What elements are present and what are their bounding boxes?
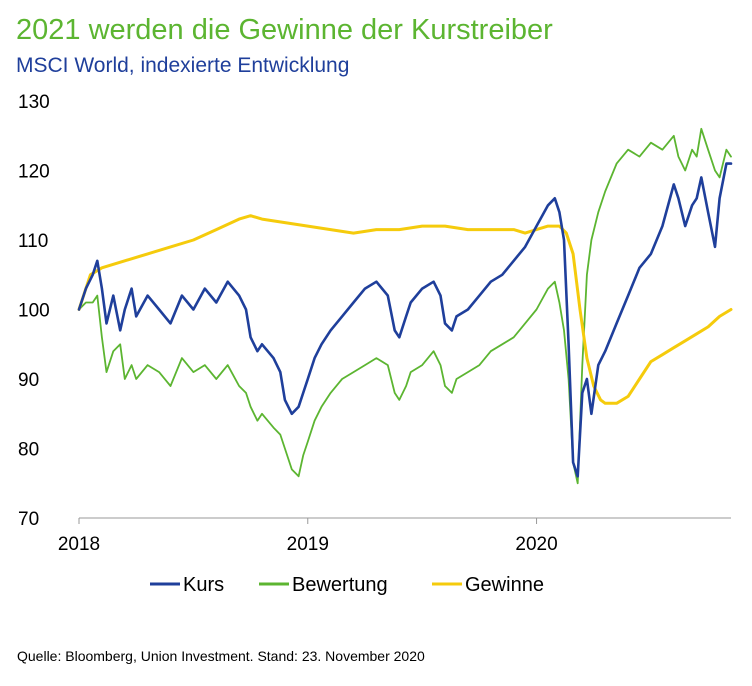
y-tick-label: 70 bbox=[18, 509, 39, 530]
legend-label-bewertung: Bewertung bbox=[292, 574, 388, 596]
legend-label-kurs: Kurs bbox=[183, 574, 224, 596]
y-tick-label: 100 bbox=[18, 301, 50, 322]
y-tick-label: 120 bbox=[18, 162, 50, 183]
x-axis-ticks: 2018 2019 2020 bbox=[58, 518, 558, 555]
chart-subtitle: MSCI World, indexierte Entwicklung bbox=[16, 54, 350, 77]
series-lines bbox=[77, 127, 733, 485]
y-tick-label: 80 bbox=[18, 440, 39, 461]
series-line-kurs bbox=[77, 162, 733, 478]
line-chart: 70 80 90 100 110 120 130 2018 2019 2020 Kurs Bewe… bbox=[18, 92, 733, 596]
series-line-gewinne bbox=[77, 214, 733, 405]
x-tick-label: 2020 bbox=[515, 534, 557, 555]
series-line-bewertung bbox=[78, 127, 732, 485]
y-tick-label: 130 bbox=[18, 92, 50, 113]
legend-label-gewinne: Gewinne bbox=[465, 574, 544, 596]
legend: Kurs Bewertung Gewinne bbox=[150, 574, 544, 596]
y-tick-label: 110 bbox=[18, 231, 48, 252]
chart-title: 2021 werden die Gewinne der Kurstreiber bbox=[16, 14, 553, 46]
x-tick-label: 2018 bbox=[58, 534, 100, 555]
x-tick-label: 2019 bbox=[287, 534, 329, 555]
y-tick-label: 90 bbox=[18, 370, 39, 391]
y-axis-ticks: 70 80 90 100 110 120 130 bbox=[18, 92, 50, 530]
source-note: Quelle: Bloomberg, Union Investment. Sta… bbox=[17, 648, 425, 664]
